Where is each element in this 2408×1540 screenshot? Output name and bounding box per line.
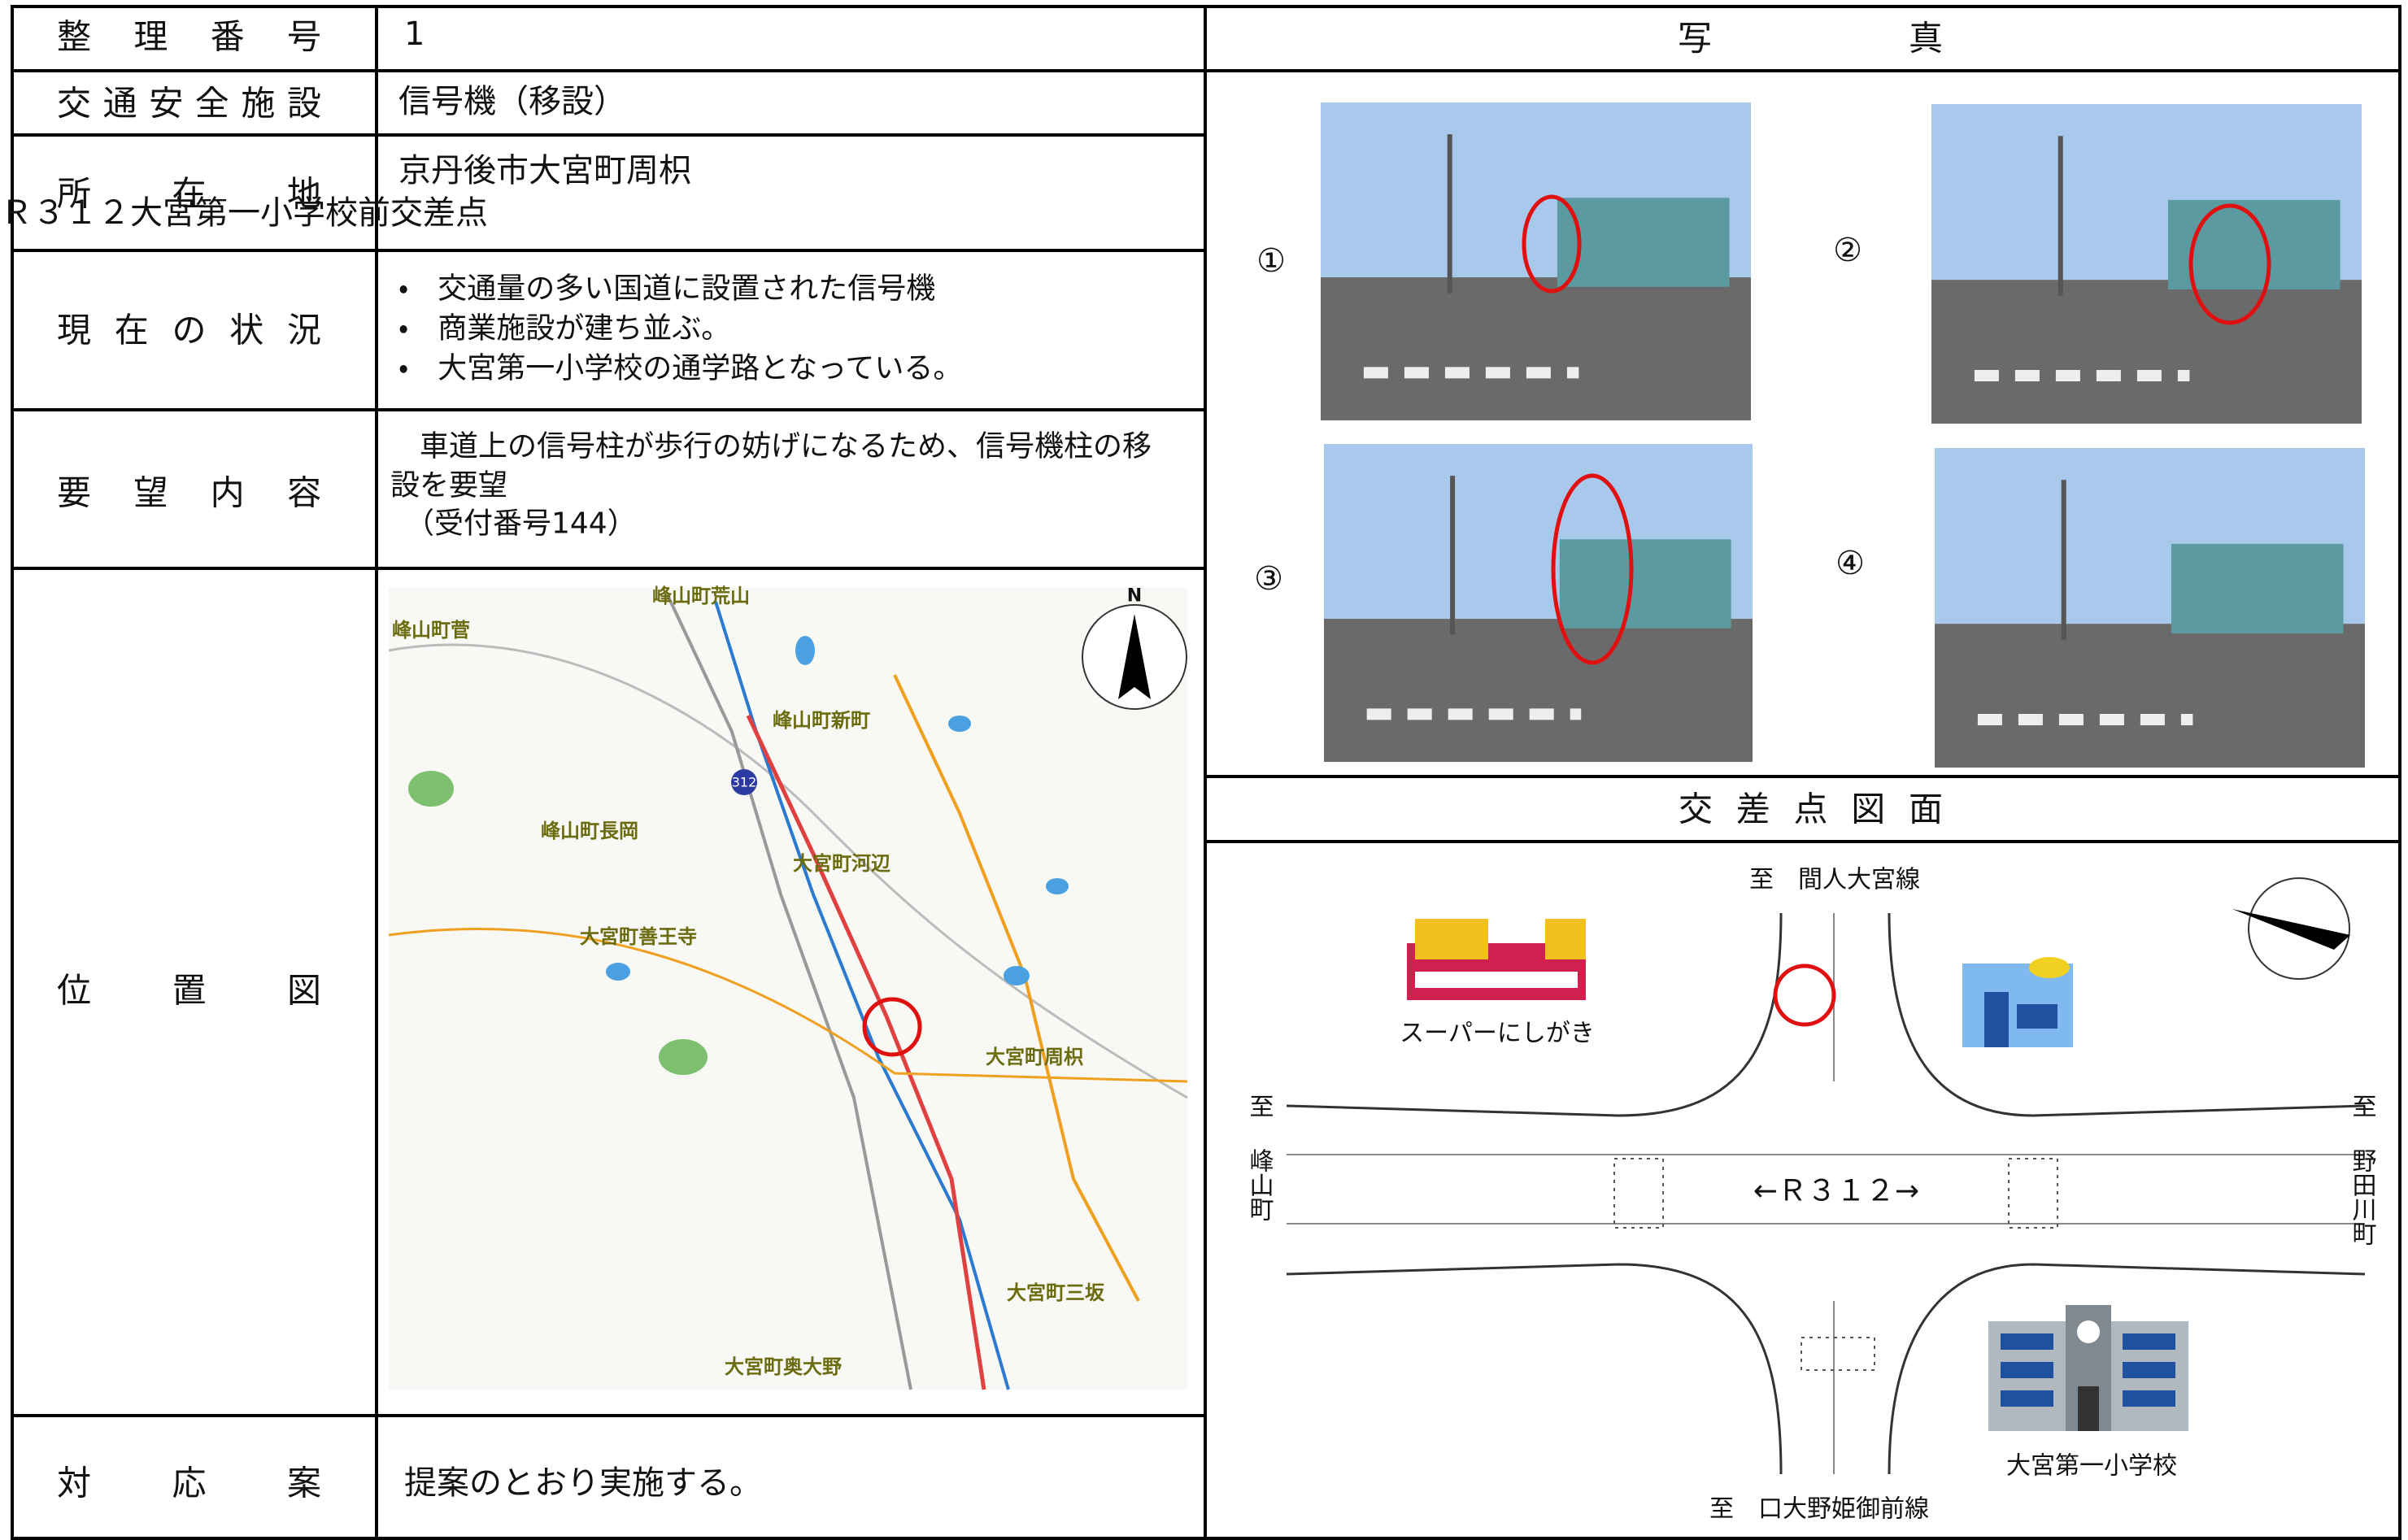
location-map [388, 588, 1188, 1390]
photo-label: ① [1256, 242, 1286, 280]
row-value: ・ 交通量の多い国道に設置された信号機 [398, 272, 935, 306]
west-place: 峰山町 [1245, 1148, 1274, 1221]
table-borders [11, 5, 2401, 1540]
map-label: 大宮町周枳 [986, 1046, 1083, 1068]
intersection-drawing [1286, 877, 2366, 1475]
row-value: ・ 大宮第一小学校の通学路となっている。 [398, 352, 962, 385]
photo-label: ④ [1835, 545, 1865, 582]
map-label: 大宮町奥大野 [725, 1355, 842, 1378]
road-name: ←Ｒ３１２→ [1753, 1175, 1919, 1208]
map-north: N [1127, 586, 1142, 607]
photo-label: ② [1833, 232, 1862, 269]
map-labels: 峰山町荒山峰山町菅峰山町新町峰山町長岡大宮町河辺大宮町善王寺大宮町周枳大宮町三坂… [392, 585, 1105, 1378]
school-icon [1988, 1305, 2188, 1431]
photo-ground [1321, 277, 1751, 420]
route-number: 312 [732, 775, 757, 790]
map-label: 峰山町長岡 [541, 820, 638, 842]
photo-highlight [1551, 473, 1634, 665]
north-road: 至 間人大宮線 [1749, 866, 1920, 894]
east-place: 野田川町 [2348, 1148, 2377, 1246]
photo-building [1557, 198, 1730, 287]
photo-highlight [2188, 203, 2271, 325]
photo-highlight [1522, 194, 1582, 294]
school-name: 大宮第一小学校 [2006, 1452, 2177, 1481]
photo [1931, 104, 2362, 424]
photo-ground [1935, 624, 2365, 768]
row-value: 設を要望 [390, 469, 507, 502]
map-label: 峰山町荒山 [652, 585, 750, 607]
row-value: 1 [404, 15, 425, 53]
map-label: 峰山町菅 [392, 619, 470, 642]
map-label: 峰山町新町 [773, 709, 870, 732]
photo [1321, 102, 1751, 420]
row-value: （受付番号144） [390, 507, 637, 541]
photos: ① ② ③ ④ [1254, 102, 2365, 768]
photo-ground [1931, 280, 2362, 424]
shop-icon [1962, 957, 2073, 1047]
photo-ground [1324, 619, 1753, 762]
row-value: 車道上の信号柱が歩行の妨げになるため、信号機柱の移 [390, 430, 1152, 463]
row-value: Ｒ３１２大宮第一小学校前交差点 [0, 194, 488, 232]
east-to: 至 [2348, 1094, 2376, 1118]
row-value: 提案のとおり実施する。 [404, 1464, 762, 1502]
map-label: 大宮町河辺 [793, 852, 890, 875]
shop-name: スーパーにしがき [1400, 1020, 1595, 1048]
row-value: 信号機（移設） [398, 83, 626, 120]
row-value: ・ 商業施設が建ち並ぶ。 [398, 312, 730, 346]
photo-building [2171, 543, 2344, 633]
row-value: 京丹後市大宮町周枳 [398, 152, 691, 189]
photo-label: ③ [1254, 560, 1283, 598]
supermarket-icon [1407, 919, 1586, 1000]
west-to: 至 [1245, 1094, 1274, 1118]
route-shield: 312 [731, 769, 757, 795]
photo-building [1559, 539, 1731, 629]
photo [1324, 444, 1753, 762]
photo-building [2167, 199, 2341, 289]
photo [1935, 448, 2365, 768]
south-road: 至 口大野姫御前線 [1709, 1495, 1929, 1524]
map-label: 大宮町善王寺 [580, 925, 697, 948]
map-label: 大宮町三坂 [1007, 1281, 1105, 1304]
